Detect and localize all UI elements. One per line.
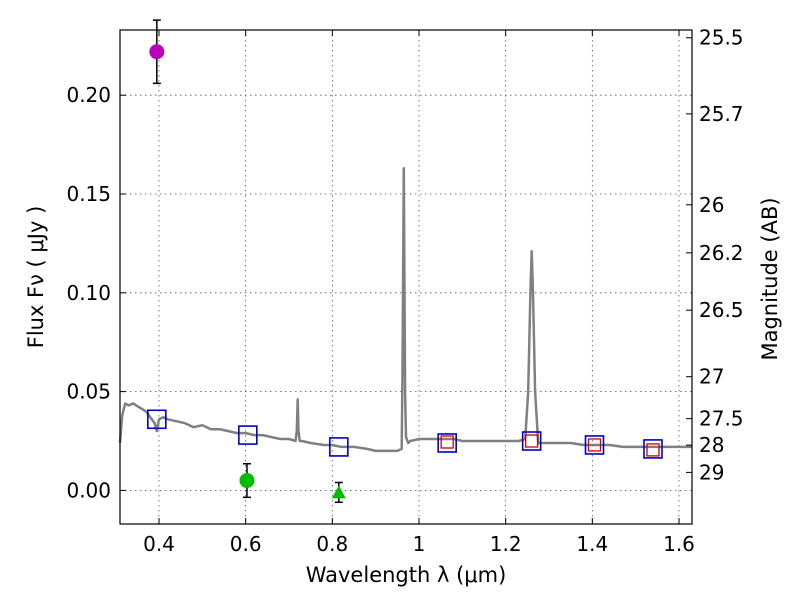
- plot-frame: [119, 29, 693, 525]
- x-tick-label: 0.6: [230, 532, 262, 556]
- mag-tick-label: 25.7: [699, 102, 744, 126]
- x-axis-label: Wavelength λ (μm): [306, 563, 507, 587]
- x-tick-label: 1.4: [576, 532, 608, 556]
- detection-point: [239, 473, 255, 489]
- y-tick-label: 0.15: [66, 182, 111, 206]
- marker-layer: [147, 19, 663, 504]
- mag-tick-label: 27.5: [699, 407, 744, 431]
- mag-tick-label: 26: [699, 193, 724, 217]
- observed-band-square: [646, 443, 660, 457]
- x-tick-label: 1.2: [490, 532, 522, 556]
- upper-limit-triangle: [331, 485, 346, 499]
- y-tick-label: 0.20: [66, 83, 111, 107]
- x-tick-label: 1.6: [663, 532, 695, 556]
- model-spectrum-line: [118, 167, 692, 453]
- mag-tick-label: 25.5: [699, 26, 744, 50]
- x-tick-label: 1: [413, 532, 426, 556]
- mag-tick-label: 28: [699, 433, 724, 457]
- spectrum-layer: [118, 167, 692, 453]
- detection-point: [149, 44, 165, 60]
- y-tick-label: 0.05: [66, 380, 111, 404]
- observed-band-square: [440, 435, 454, 449]
- x-tick-label: 0.4: [143, 532, 175, 556]
- ticks: 0.4 0.6 0.8 1 1.2 1.4 1.6 0.00 0.05 0.10 0.15 0.20 2…: [66, 26, 743, 556]
- x-tick-label: 0.8: [316, 532, 348, 556]
- mag-tick-label: 27: [699, 365, 724, 389]
- y-tick-label: 0.00: [66, 478, 111, 502]
- model-band-square: [329, 437, 349, 457]
- observed-band-square: [587, 438, 602, 452]
- model-band-square: [584, 435, 605, 455]
- magnitude-axis-label: Magnitude (AB): [758, 197, 782, 360]
- model-band-square: [643, 439, 663, 459]
- mag-tick-label: 29: [699, 460, 724, 484]
- y-tick-label: 0.10: [66, 281, 111, 305]
- model-band-square: [238, 425, 258, 445]
- mag-tick-label: 26.5: [699, 298, 744, 322]
- observed-band-square: [525, 434, 539, 448]
- y-axis-label: Flux Fν ( μJy ): [24, 206, 48, 349]
- model-band-square: [147, 409, 167, 430]
- model-band-square: [521, 431, 542, 451]
- mag-tick-label: 26.2: [699, 241, 744, 265]
- model-band-square: [437, 433, 457, 453]
